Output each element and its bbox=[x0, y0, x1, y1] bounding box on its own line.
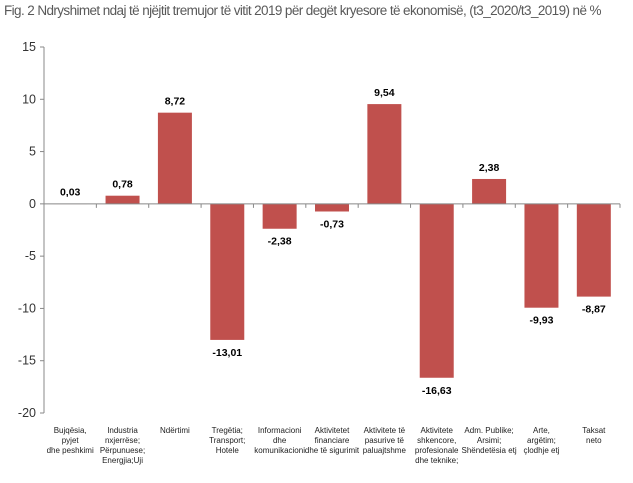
data-label: -13,01 bbox=[212, 347, 242, 359]
y-tick-label: 0 bbox=[29, 197, 36, 211]
data-label: 8,72 bbox=[165, 96, 186, 108]
y-tick-label: -15 bbox=[18, 354, 36, 368]
data-label: 0,78 bbox=[112, 179, 133, 191]
y-tick-label: -20 bbox=[18, 406, 36, 420]
category-label: Bujqësia, pyjet dhe peshkimi bbox=[47, 426, 94, 455]
data-label: 2,38 bbox=[479, 162, 500, 174]
category-label: Arte, argëtim; çlodhje etj bbox=[523, 426, 559, 455]
bar bbox=[262, 203, 297, 229]
category-label: Aktivitetet financiare dhe të sigurimit bbox=[305, 426, 360, 455]
data-label: -16,63 bbox=[422, 385, 452, 397]
data-label: -9,93 bbox=[529, 315, 553, 327]
bar bbox=[105, 195, 140, 204]
bar bbox=[524, 203, 559, 308]
category-label: Aktivitete shkencore, profesionale dhe tekn… bbox=[415, 426, 459, 465]
bar bbox=[157, 112, 192, 204]
bar bbox=[472, 178, 507, 204]
bar bbox=[576, 203, 611, 297]
chart-title: Fig. 2 Ndryshimet ndaj të njëjtit tremuj… bbox=[4, 3, 602, 18]
category-label: Tregëtia; Transport; Hotele bbox=[209, 426, 245, 455]
bar bbox=[315, 203, 349, 212]
category-label: Taksat neto bbox=[582, 426, 606, 445]
data-label: -2,38 bbox=[268, 236, 292, 248]
y-tick-label: 5 bbox=[29, 145, 36, 159]
y-tick-label: -10 bbox=[18, 301, 36, 315]
y-tick-label: 15 bbox=[22, 40, 36, 54]
y-tick-label: -5 bbox=[25, 249, 36, 263]
category-label: Industria nxjerrëse; Përpunuese; Energjia;U… bbox=[100, 426, 145, 465]
bar bbox=[419, 203, 454, 378]
category-label: Adm. Publike; Arsimi; Shëndetësia etj bbox=[462, 426, 517, 455]
category-label: Informacioni dhe komunikacioni bbox=[254, 426, 305, 455]
y-tick-label: 10 bbox=[22, 92, 36, 106]
data-label: 9,54 bbox=[374, 87, 395, 99]
category-label: Ndërtimi bbox=[160, 426, 190, 435]
data-label: -8,87 bbox=[582, 304, 606, 316]
bar bbox=[367, 104, 402, 204]
data-label: 0,03 bbox=[60, 187, 81, 199]
bar bbox=[210, 203, 245, 340]
data-label: -0,73 bbox=[320, 218, 344, 230]
category-label: Aktivitete të pasurive të paluajtshme bbox=[363, 426, 407, 455]
